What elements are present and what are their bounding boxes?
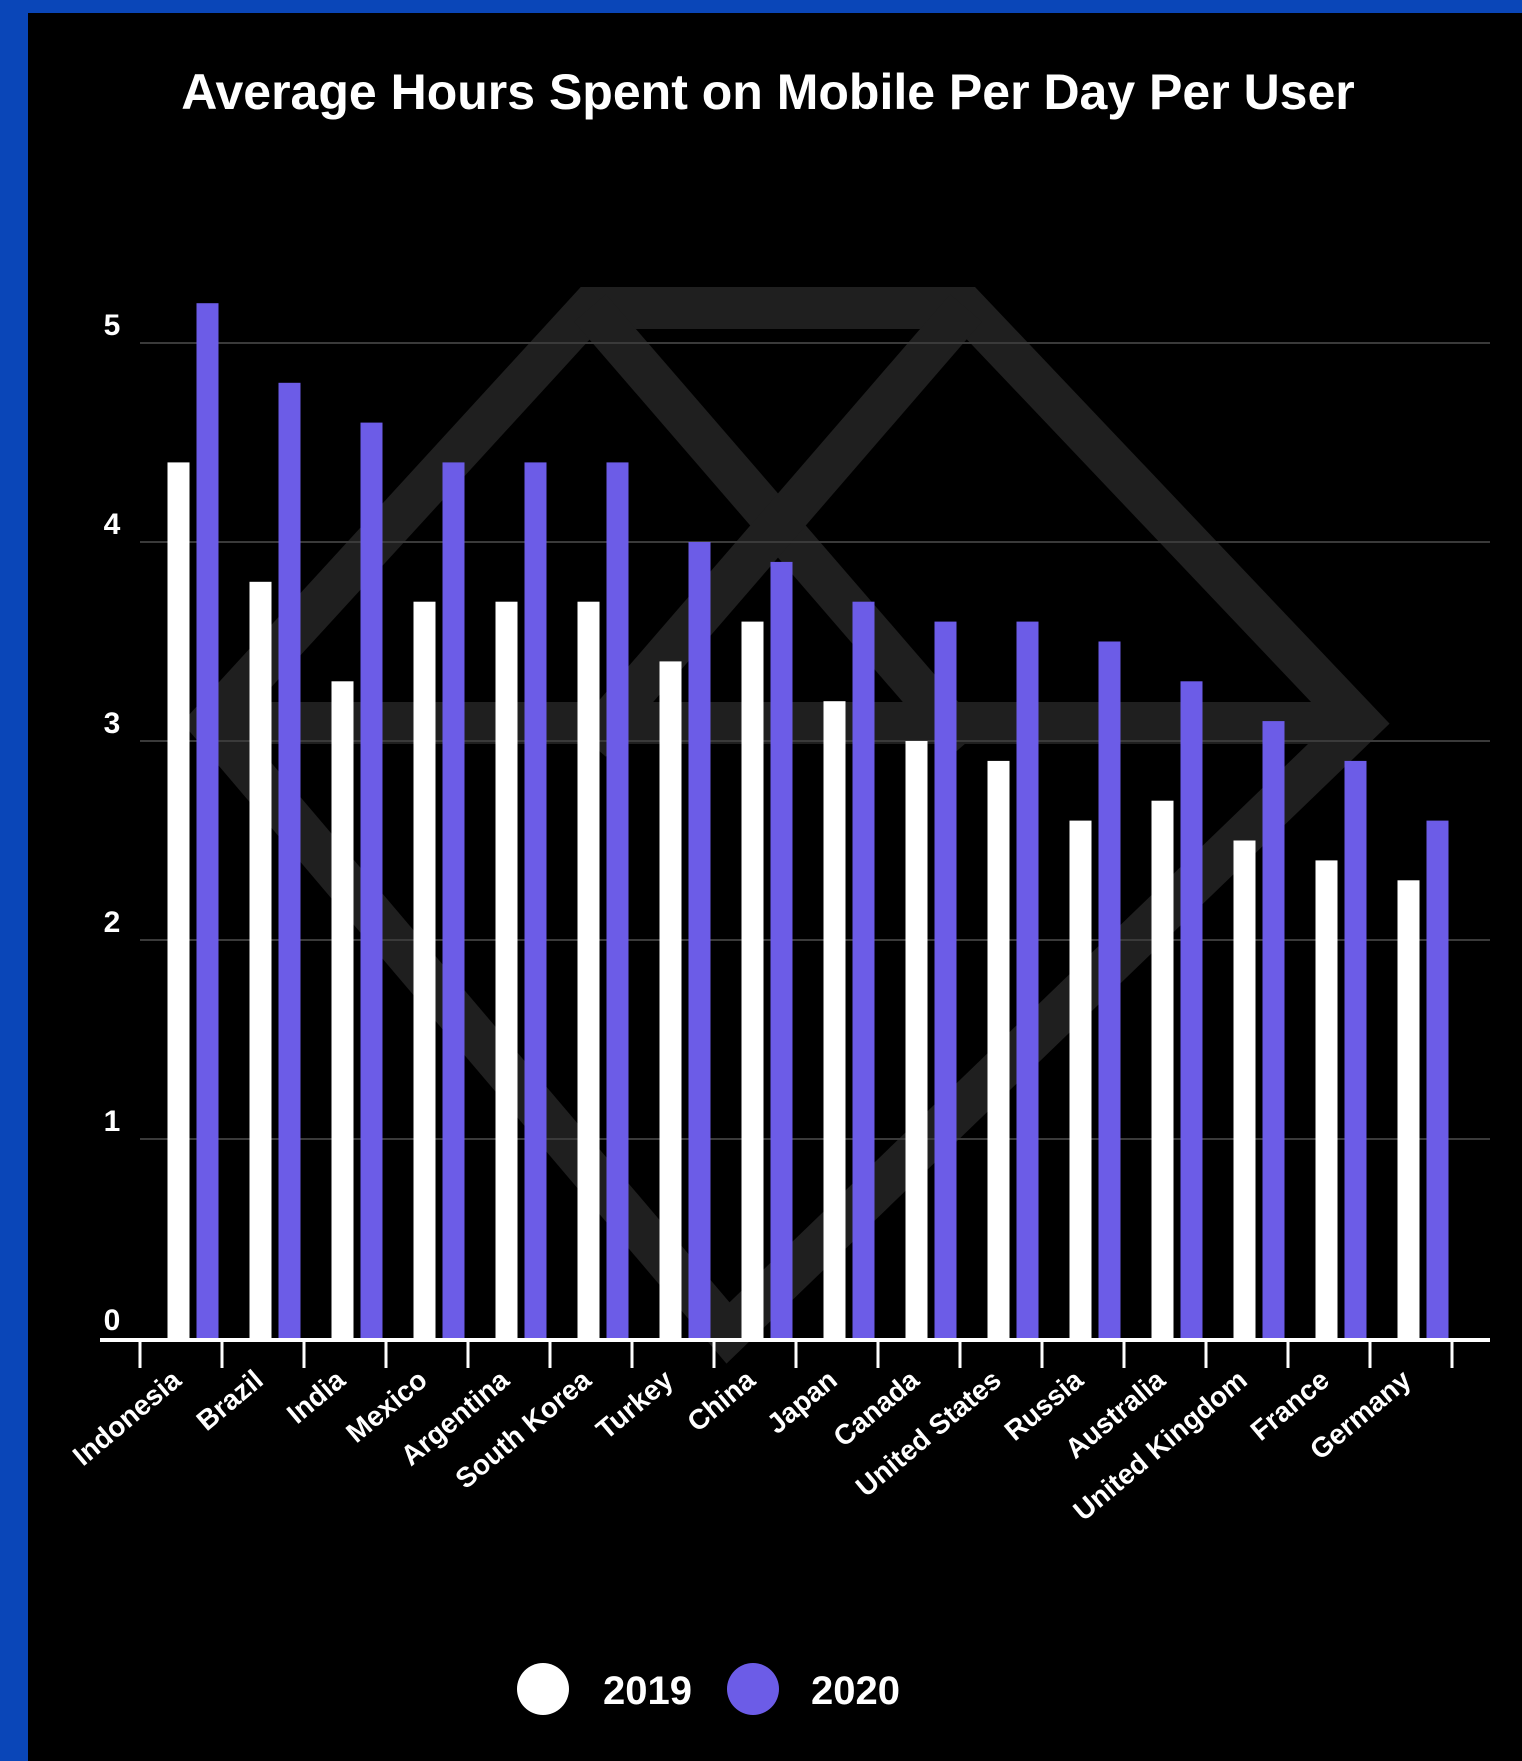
bar-2019-france [1315, 860, 1338, 1338]
x-tick-label: China [681, 1364, 761, 1438]
y-tick-label: 5 [104, 309, 121, 342]
bar-2020-south-korea [606, 462, 629, 1338]
bar-2020-united-kingdom [1262, 721, 1285, 1338]
y-tick-label: 0 [104, 1304, 121, 1337]
bar-2019-australia [1151, 800, 1174, 1338]
chart-frame: Average Hours Spent on Mobile Per Day Pe… [28, 13, 1522, 1761]
bar-2020-mexico [442, 462, 465, 1338]
bar-2019-argentina [495, 601, 518, 1338]
y-tick-label: 3 [104, 707, 121, 740]
bar-chart: Average Hours Spent on Mobile Per Day Pe… [67, 64, 1490, 1715]
bar-2020-china [770, 561, 793, 1338]
bar-2019-china [741, 621, 764, 1338]
x-tick-label: India [281, 1364, 351, 1430]
y-axis-ticks: 0 1 2 3 4 5 [104, 309, 121, 1337]
x-axis-ticks: Indonesia Brazil IndiaMexicoArgentinaSouth… [67, 1340, 1454, 1527]
bar-2019-russia [1069, 820, 1092, 1338]
legend-swatch-2019 [517, 1663, 569, 1715]
x-tick-label: Indonesia [67, 1364, 187, 1472]
bar-2020-india [360, 422, 383, 1339]
bar-2019-india [331, 681, 354, 1338]
bar-2020-germany [1426, 820, 1449, 1338]
x-tick-label: United States [850, 1364, 1007, 1503]
y-tick-label: 4 [104, 508, 121, 541]
y-tick-label: 2 [104, 906, 121, 939]
bar-2020-united-states [1016, 621, 1039, 1338]
bar-2020-turkey [688, 542, 711, 1338]
bar-2020-russia [1098, 641, 1121, 1338]
bar-2019-mexico [413, 601, 436, 1338]
bar-2019-united-states [987, 760, 1010, 1338]
bar-2019-brazil [249, 581, 272, 1338]
y-tick-label: 1 [104, 1105, 121, 1138]
bars [167, 303, 1449, 1339]
bar-2020-australia [1180, 681, 1203, 1338]
bar-2020-argentina [524, 462, 547, 1338]
bar-2019-indonesia [167, 462, 190, 1338]
bar-2019-united-kingdom [1233, 840, 1256, 1338]
legend-label-2019: 2019 [603, 1669, 692, 1713]
legend: 2019 2020 [517, 1663, 900, 1715]
bar-2019-germany [1397, 880, 1420, 1338]
bar-2019-japan [823, 701, 846, 1338]
bar-2020-indonesia [196, 303, 219, 1339]
chart-title: Average Hours Spent on Mobile Per Day Pe… [181, 64, 1355, 120]
bar-2020-canada [934, 621, 957, 1338]
bar-2020-france [1344, 760, 1367, 1338]
bar-2020-japan [852, 601, 875, 1338]
bar-2019-south-korea [577, 601, 600, 1338]
bar-2019-canada [905, 741, 928, 1338]
watermark-logo-icon [182, 287, 1390, 1364]
legend-label-2020: 2020 [811, 1669, 900, 1713]
x-tick-label: Brazil [191, 1364, 269, 1437]
bar-2020-brazil [278, 382, 301, 1338]
bar-2019-turkey [659, 661, 682, 1338]
x-tick-label: Turkey [590, 1364, 679, 1446]
legend-swatch-2020 [727, 1663, 779, 1715]
